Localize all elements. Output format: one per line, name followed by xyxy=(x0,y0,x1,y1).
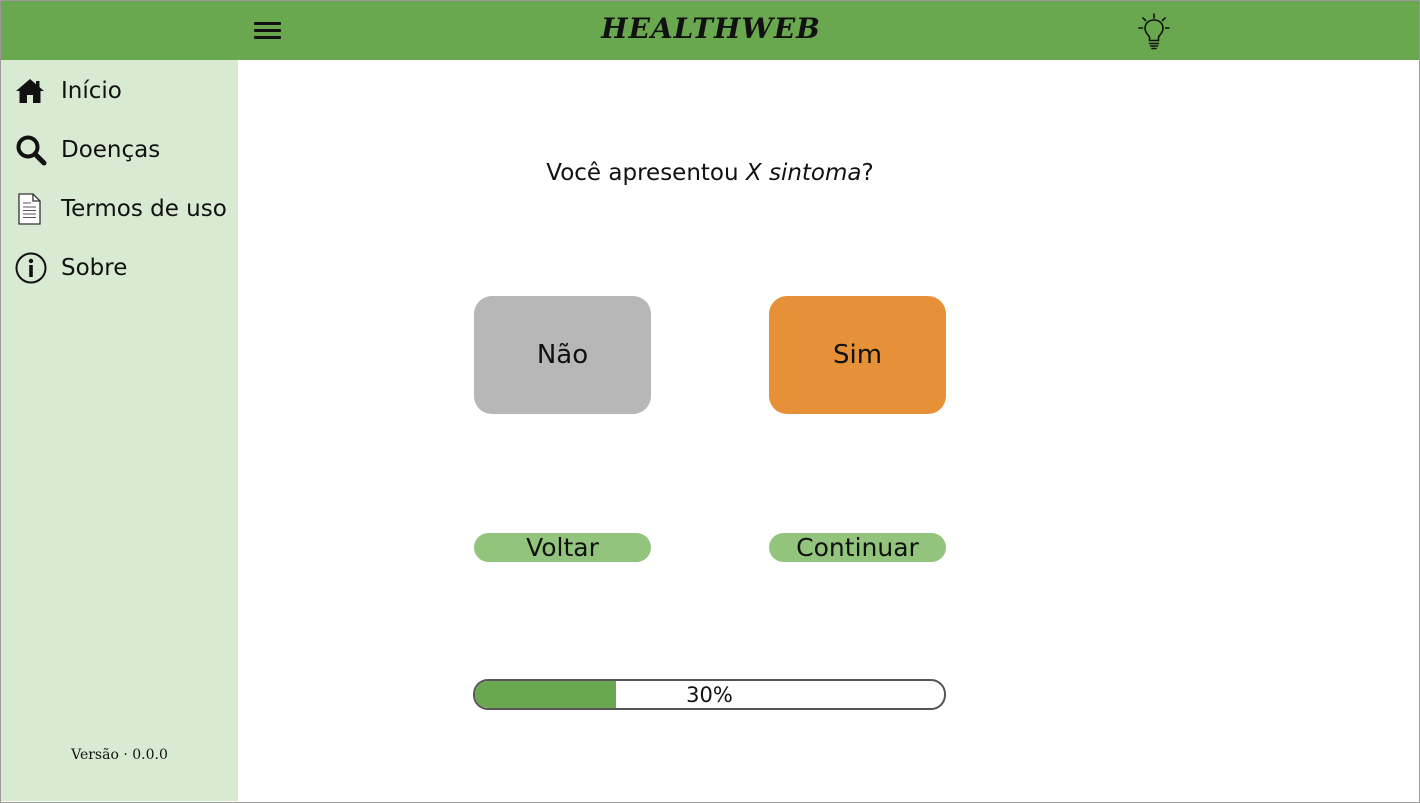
document-icon xyxy=(15,193,47,225)
sidebar-item-label: Sobre xyxy=(61,255,128,281)
home-icon xyxy=(15,75,47,107)
version-label: Versão · 0.0.0 xyxy=(71,747,168,763)
question-text: Você apresentou X sintoma? xyxy=(470,160,950,186)
back-button[interactable]: Voltar xyxy=(474,533,651,562)
progress-bar: 30% xyxy=(473,679,946,710)
app-logo: HEALTHWEB xyxy=(601,12,821,45)
yes-button[interactable]: Sim xyxy=(769,296,946,414)
question-emphasis: X sintoma xyxy=(745,160,862,186)
progress-fill xyxy=(475,681,616,708)
hamburger-menu-icon[interactable] xyxy=(253,19,283,43)
no-button[interactable]: Não xyxy=(474,296,651,414)
info-icon xyxy=(15,252,47,284)
top-bar: HEALTHWEB xyxy=(1,1,1419,60)
question-prefix: Você apresentou xyxy=(546,160,746,186)
progress-label: 30% xyxy=(686,682,733,707)
search-icon xyxy=(15,134,47,166)
lightbulb-icon[interactable] xyxy=(1137,13,1171,51)
sidebar: Início Doenças Termos d xyxy=(1,60,238,801)
sidebar-item-termos[interactable]: Termos de uso xyxy=(15,189,235,229)
sidebar-item-label: Termos de uso xyxy=(61,196,227,222)
question-suffix: ? xyxy=(861,160,874,186)
continue-button[interactable]: Continuar xyxy=(769,533,946,562)
sidebar-item-label: Doenças xyxy=(61,137,161,163)
sidebar-item-label: Início xyxy=(61,78,122,104)
sidebar-item-sobre[interactable]: Sobre xyxy=(15,248,235,288)
sidebar-item-inicio[interactable]: Início xyxy=(15,71,235,111)
sidebar-item-doencas[interactable]: Doenças xyxy=(15,130,235,170)
